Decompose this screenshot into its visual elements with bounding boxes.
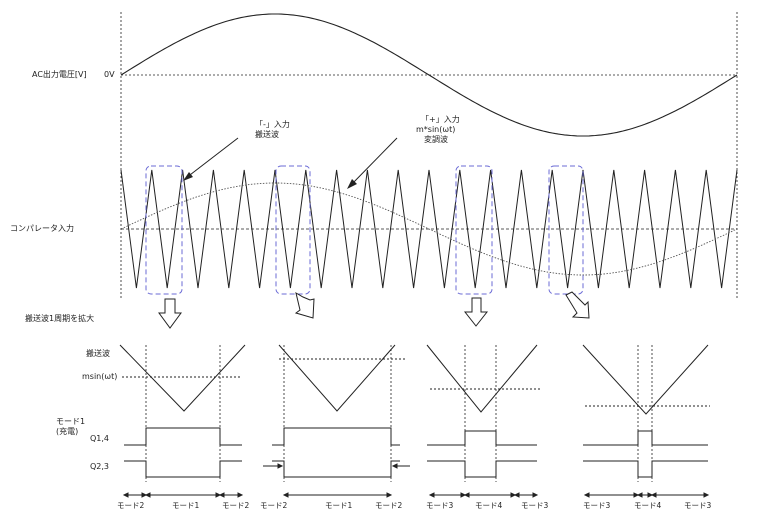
expand-arrows: 搬送波1周期を拡大 [25,291,590,329]
mode-label-3: モード2 [222,501,249,510]
mode1-label: モード1 [56,417,85,426]
carrier-triangle-wave [120,169,738,289]
mod-pointer-line [349,137,398,187]
highlight-box-4 [548,165,584,295]
minus-input-label: 「-」入力 [255,119,290,129]
mode-label-8: モード4 [475,501,502,510]
bottom-mode-labels: モード2 モード1 モード2 モード2 モード1 モード2 モード3 モード4 … [117,501,711,510]
mode-label-7: モード3 [426,501,453,510]
expand-note-label: 搬送波1周期を拡大 [25,313,94,323]
carrier-pointer-head [183,172,193,181]
detail-panel-2 [263,344,410,498]
modulation-formula-label: m*sin(ωt) [416,125,455,134]
mod-pointer-head [347,179,357,189]
ac-output-section: AC出力電圧[V] 0V [32,12,738,298]
modulation-wave-label: 変調波 [424,134,448,144]
ac-sine-wave [120,13,738,137]
mode-label-10: モード3 [583,501,610,510]
mode-label-4: モード2 [260,501,287,510]
detail-panel-4 [582,344,710,498]
highlight-box-3 [455,165,493,295]
q23-label: Q2,3 [90,462,109,471]
mode-label-5: モード1 [325,501,352,510]
expand-arrow-2 [294,291,315,319]
mode-label-12: モード3 [684,501,711,510]
mode-label-9: モード3 [521,501,548,510]
expand-arrow-3 [463,297,489,327]
detail-panel-1 [119,344,246,498]
modulation-wave [120,182,738,276]
mode-label-6: モード2 [375,501,402,510]
highlight-box-1 [145,165,183,295]
msin-label: msin(ωt) [82,372,117,381]
detail-left-labels: 搬送波 msin(ωt) モード1 (充電) Q1,4 Q2,3 [56,348,117,471]
carrier-pointer-line [185,137,239,179]
ac-output-label: AC出力電圧[V] [32,69,87,79]
zero-volt-label: 0V [104,70,115,79]
comparator-input-label: コンパレータ入力 [10,223,74,233]
carrier-label: 搬送波 [255,129,279,139]
charge-label: (充電) [56,426,78,436]
mode-label-2: モード1 [172,501,199,510]
expand-arrow-4 [565,291,590,319]
mode-label-1: モード2 [117,501,144,510]
carrier-small-label: 搬送波 [86,348,110,358]
highlight-box-2 [275,165,311,295]
comparator-section: コンパレータ入力 「-」入力 搬送波 「+」入力 m*sin(ωt) 変調波 [10,114,738,295]
mode-label-11: モード4 [634,501,661,510]
expand-arrow-1 [158,298,182,329]
q14-label: Q1,4 [90,434,109,443]
plus-input-label: 「+」入力 [421,114,460,124]
detail-panel-3 [426,344,540,498]
